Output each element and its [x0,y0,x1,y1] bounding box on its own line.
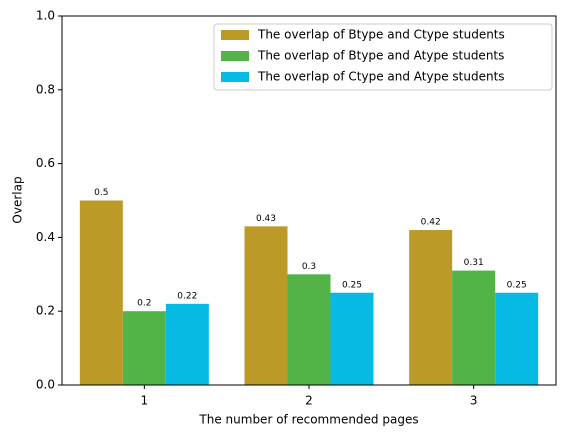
plot-frame [61,15,557,386]
value-label: 0.25 [342,280,362,290]
value-label: 0.42 [421,218,441,228]
y-axis-label: Overlap [11,176,25,223]
legend-label: The overlap of Btype and Ctype students [257,28,505,42]
legend-swatch [221,51,249,61]
x-tick-label: 1 [141,394,149,408]
legend-swatch [221,30,249,40]
bar [287,274,331,385]
legend-label: The overlap of Btype and Atype students [257,49,504,63]
legend-label: The overlap of Ctype and Atype students [257,70,505,84]
bar [165,303,209,385]
y-tick-label: 0.0 [36,378,55,392]
y-tick-label: 0.4 [36,230,55,244]
y-tick-label: 1.0 [36,9,55,23]
x-axis-label: The number of recommended pages [198,413,418,427]
value-label: 0.43 [256,214,276,224]
value-label: 0.31 [464,258,484,268]
bar [409,230,453,385]
bar [495,292,539,385]
value-label: 0.2 [137,299,151,309]
value-label: 0.22 [177,291,197,301]
y-tick-label: 0.6 [36,156,55,170]
bar [330,292,374,385]
y-tick-label: 0.2 [36,304,55,318]
bar [452,270,496,385]
value-label: 0.5 [94,188,108,198]
y-tick-label: 0.8 [36,82,55,96]
bar [79,200,123,385]
x-tick-label: 2 [305,394,313,408]
bar [122,311,166,385]
bar [244,226,288,385]
legend-swatch [221,72,249,82]
value-label: 0.3 [302,262,316,272]
value-label: 0.25 [507,280,527,290]
legend-box [213,23,553,91]
x-tick-label: 3 [470,394,478,408]
